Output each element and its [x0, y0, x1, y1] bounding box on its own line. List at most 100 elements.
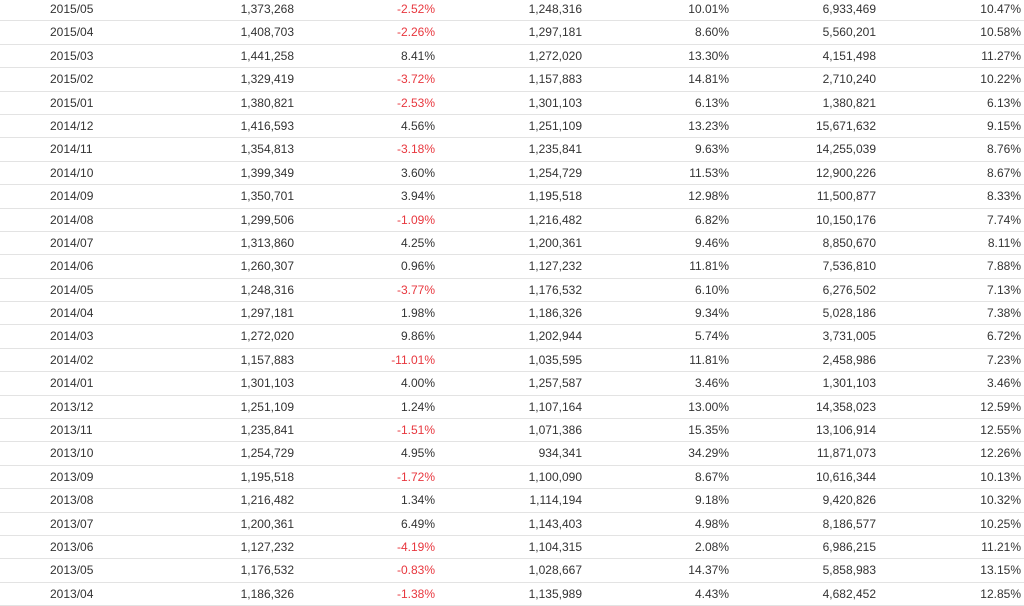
yoy-cell: 11.81%	[689, 352, 729, 367]
cumulative-cell: 2,458,986	[822, 352, 876, 367]
value-cell: 1,399,349	[240, 165, 294, 180]
cumulative-yoy-cell: 10.22%	[980, 72, 1021, 87]
cumulative-yoy-cell: 7.74%	[986, 212, 1021, 227]
yoy-cell: 8.60%	[694, 25, 729, 40]
table-row: 2014/10 1,399,349 3.60% 1,254,729 11.53% 12,9…	[0, 162, 1024, 186]
cumulative-yoy-cell: 12.55%	[980, 423, 1021, 438]
cumulative-yoy-cell: 7.38%	[986, 306, 1021, 321]
value-cell: 1,251,109	[240, 399, 294, 414]
table-row: 2013/06 1,127,232 -4.19% 1,104,315 2.08% 6,98…	[0, 536, 1024, 560]
prior-value-cell: 1,186,326	[528, 306, 582, 321]
change-cell: -1.38%	[396, 586, 435, 601]
cumulative-cell: 11,871,073	[816, 446, 876, 461]
cumulative-yoy-cell: 12.85%	[980, 586, 1021, 601]
yoy-cell: 13.00%	[688, 399, 729, 414]
prior-value-cell: 1,107,164	[528, 399, 582, 414]
table-row: 2014/12 1,416,593 4.56% 1,251,109 13.23% 15,6…	[0, 115, 1024, 139]
cumulative-cell: 9,420,826	[822, 493, 876, 508]
table-row: 2015/04 1,408,703 -2.26% 1,297,181 8.60% 5,56…	[0, 21, 1024, 45]
period-cell: 2013/12	[50, 399, 94, 414]
table-row: 2014/11 1,354,813 -3.18% 1,235,841 9.63% 14,2…	[0, 138, 1024, 162]
yoy-cell: 4.43%	[694, 586, 729, 601]
table-row: 2013/04 1,186,326 -1.38% 1,135,989 4.43% 4,68…	[0, 583, 1024, 606]
yoy-cell: 4.98%	[694, 516, 729, 531]
value-cell: 1,408,703	[240, 25, 294, 40]
cumulative-yoy-cell: 7.88%	[986, 259, 1021, 274]
cumulative-yoy-cell: 9.15%	[986, 118, 1021, 133]
period-cell: 2013/08	[50, 493, 94, 508]
cumulative-yoy-cell: 6.13%	[986, 95, 1021, 110]
value-cell: 1,235,841	[240, 423, 294, 438]
yoy-cell: 9.63%	[694, 142, 729, 157]
prior-value-cell: 1,235,841	[528, 142, 582, 157]
yoy-cell: 9.18%	[694, 493, 729, 508]
table-row: 2015/02 1,329,419 -3.72% 1,157,883 14.81% 2,7…	[0, 68, 1024, 92]
table-row: 2013/09 1,195,518 -1.72% 1,100,090 8.67% 10,6…	[0, 466, 1024, 490]
value-cell: 1,354,813	[240, 142, 294, 157]
cumulative-yoy-cell: 10.13%	[980, 469, 1021, 484]
cumulative-cell: 8,186,577	[822, 516, 876, 531]
value-cell: 1,350,701	[240, 189, 294, 204]
cumulative-cell: 5,560,201	[822, 25, 876, 40]
cumulative-yoy-cell: 7.13%	[986, 282, 1021, 297]
yoy-cell: 15.35%	[688, 423, 729, 438]
change-cell: -4.19%	[396, 539, 435, 554]
yoy-cell: 11.81%	[689, 259, 729, 274]
cumulative-yoy-cell: 10.58%	[980, 25, 1021, 40]
cumulative-cell: 8,850,670	[822, 235, 876, 250]
cumulative-yoy-cell: 11.21%	[981, 539, 1021, 554]
prior-value-cell: 1,100,090	[528, 469, 582, 484]
cumulative-cell: 4,151,498	[822, 48, 876, 63]
period-cell: 2013/11	[50, 423, 93, 438]
prior-value-cell: 1,035,595	[528, 352, 582, 367]
change-cell: 1.34%	[400, 493, 435, 508]
prior-value-cell: 1,297,181	[528, 25, 582, 40]
cumulative-yoy-cell: 8.76%	[986, 142, 1021, 157]
cumulative-yoy-cell: 11.27%	[981, 48, 1021, 63]
cumulative-cell: 1,380,821	[822, 95, 876, 110]
cumulative-yoy-cell: 7.23%	[986, 352, 1021, 367]
yoy-cell: 34.29%	[688, 446, 729, 461]
period-cell: 2013/05	[50, 563, 94, 578]
value-cell: 1,127,232	[240, 539, 294, 554]
period-cell: 2014/12	[50, 118, 94, 133]
period-cell: 2013/04	[50, 586, 94, 601]
prior-value-cell: 1,272,020	[528, 48, 582, 63]
value-cell: 1,157,883	[240, 352, 294, 367]
value-cell: 1,216,482	[240, 493, 294, 508]
change-cell: -2.53%	[396, 95, 435, 110]
change-cell: 3.60%	[400, 165, 435, 180]
table-row: 2015/01 1,380,821 -2.53% 1,301,103 6.13% 1,38…	[0, 92, 1024, 115]
period-cell: 2015/01	[50, 95, 94, 110]
value-cell: 1,301,103	[240, 376, 294, 391]
cumulative-cell: 11,500,877	[816, 189, 876, 204]
cumulative-yoy-cell: 12.26%	[980, 446, 1021, 461]
period-cell: 2014/11	[50, 142, 93, 157]
value-cell: 1,260,307	[240, 259, 294, 274]
period-cell: 2014/04	[50, 306, 94, 321]
change-cell: -3.77%	[396, 282, 435, 297]
period-cell: 2014/08	[50, 212, 94, 227]
table-row: 2014/03 1,272,020 9.86% 1,202,944 5.74% 3,731…	[0, 325, 1024, 349]
change-cell: -3.72%	[396, 72, 435, 87]
period-cell: 2013/09	[50, 469, 94, 484]
yoy-cell: 9.46%	[694, 235, 729, 250]
table-row: 2013/05 1,176,532 -0.83% 1,028,667 14.37% 5,8…	[0, 559, 1024, 583]
cumulative-cell: 6,986,215	[822, 539, 876, 554]
yoy-cell: 12.98%	[688, 189, 729, 204]
yoy-cell: 13.30%	[688, 48, 729, 63]
yoy-cell: 8.67%	[694, 469, 729, 484]
cumulative-yoy-cell: 8.67%	[986, 165, 1021, 180]
cumulative-cell: 6,276,502	[822, 282, 876, 297]
change-cell: -1.51%	[396, 423, 435, 438]
prior-value-cell: 1,114,194	[529, 493, 583, 508]
change-cell: -0.83%	[396, 563, 435, 578]
cumulative-yoy-cell: 10.32%	[980, 493, 1021, 508]
value-cell: 1,195,518	[240, 469, 294, 484]
yoy-cell: 5.74%	[694, 329, 729, 344]
table-row: 2014/05 1,248,316 -3.77% 1,176,532 6.10% 6,27…	[0, 279, 1024, 303]
cumulative-yoy-cell: 13.15%	[980, 563, 1021, 578]
prior-value-cell: 1,176,532	[528, 282, 582, 297]
change-cell: -1.72%	[396, 469, 435, 484]
